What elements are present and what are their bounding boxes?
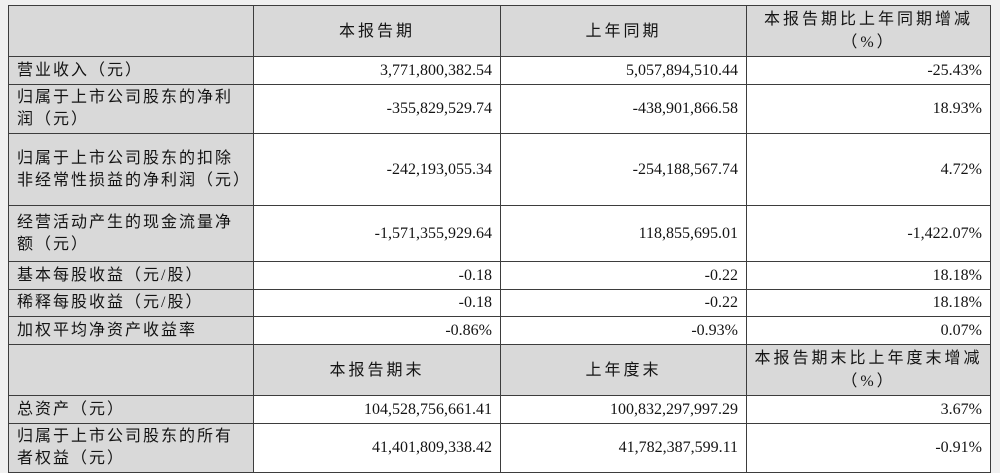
- table-row-net-profit-excl-nonrecurring: 归属于上市公司股东的扣除非经常性损益的净利润（元） -242,193,055.3…: [8, 133, 991, 206]
- financial-summary-table: 本报告期 上年同期 本报告期比上年同期增减 （%） 营业收入（元） 3,771,…: [8, 5, 991, 473]
- change-percent-value: 4.72%: [746, 133, 991, 206]
- corner-cell-blank: [8, 5, 254, 57]
- current-period-value: -1,571,355,929.64: [253, 205, 501, 262]
- table-row-basic-eps: 基本每股收益（元/股） -0.18 -0.22 18.18%: [8, 261, 991, 290]
- row-label: 归属于上市公司股东的扣除非经常性损益的净利润（元）: [8, 133, 254, 206]
- col-header-period-change-line1: 本报告期比上年同期增减: [763, 11, 973, 28]
- end-of-prior-year-value: 100,832,297,997.29: [500, 395, 747, 424]
- end-of-prior-year-value: 41,782,387,599.11: [500, 423, 747, 473]
- row-label: 稀释每股收益（元/股）: [8, 289, 254, 317]
- change-percent-value: 18.93%: [746, 84, 991, 134]
- col-header-period-change: 本报告期比上年同期增减 （%）: [746, 5, 991, 57]
- current-period-value: 3,771,800,382.54: [253, 56, 501, 85]
- change-percent-value: 3.67%: [746, 395, 991, 424]
- row-label: 营业收入（元）: [8, 56, 254, 85]
- prior-period-value: -0.93%: [500, 316, 747, 345]
- end-of-period-value: 104,528,756,661.41: [253, 395, 501, 424]
- end-of-period-value: 41,401,809,338.42: [253, 423, 501, 473]
- row-label: 归属于上市公司股东的所有者权益（元）: [8, 423, 254, 473]
- change-percent-value: 18.18%: [746, 289, 991, 317]
- corner-cell-blank: [8, 344, 254, 396]
- col-header-end-change: 本报告期末比上年度末增减 （%）: [746, 344, 991, 396]
- table-row-weighted-avg-roe: 加权平均净资产收益率 -0.86% -0.93% 0.07%: [8, 316, 991, 345]
- col-header-end-of-prior-year: 上年度末: [500, 344, 747, 396]
- col-header-current-period: 本报告期: [253, 5, 501, 57]
- row-label: 归属于上市公司股东的净利润（元）: [8, 84, 254, 134]
- table-row-net-profit: 归属于上市公司股东的净利润（元） -355,829,529.74 -438,90…: [8, 84, 991, 134]
- section1-header-row: 本报告期 上年同期 本报告期比上年同期增减 （%）: [8, 5, 991, 57]
- prior-period-value: 118,855,695.01: [500, 205, 747, 262]
- col-header-period-change-line2: （%）: [841, 34, 896, 51]
- row-label: 加权平均净资产收益率: [8, 316, 254, 345]
- row-label: 基本每股收益（元/股）: [8, 261, 254, 290]
- col-header-prior-period: 上年同期: [500, 5, 747, 57]
- change-percent-value: -0.91%: [746, 423, 991, 473]
- prior-period-value: 5,057,894,510.44: [500, 56, 747, 85]
- prior-period-value: -254,188,567.74: [500, 133, 747, 206]
- current-period-value: -0.18: [253, 289, 501, 317]
- row-label: 经营活动产生的现金流量净额（元）: [8, 205, 254, 262]
- change-percent-value: 18.18%: [746, 261, 991, 290]
- section2-header-row: 本报告期末 上年度末 本报告期末比上年度末增减 （%）: [8, 344, 991, 396]
- current-period-value: -355,829,529.74: [253, 84, 501, 134]
- prior-period-value: -0.22: [500, 261, 747, 290]
- change-percent-value: -25.43%: [746, 56, 991, 85]
- col-header-end-change-line1: 本报告期末比上年度末增减: [754, 350, 983, 367]
- prior-period-value: -438,901,866.58: [500, 84, 747, 134]
- current-period-value: -242,193,055.34: [253, 133, 501, 206]
- change-percent-value: -1,422.07%: [746, 205, 991, 262]
- table-row-total-assets: 总资产（元） 104,528,756,661.41 100,832,297,99…: [8, 395, 991, 424]
- row-label: 总资产（元）: [8, 395, 254, 424]
- col-header-end-of-period: 本报告期末: [253, 344, 501, 396]
- change-percent-value: 0.07%: [746, 316, 991, 345]
- col-header-end-change-line2: （%）: [841, 373, 896, 390]
- table-row-diluted-eps: 稀释每股收益（元/股） -0.18 -0.22 18.18%: [8, 289, 991, 317]
- current-period-value: -0.86%: [253, 316, 501, 345]
- table-row-owners-equity: 归属于上市公司股东的所有者权益（元） 41,401,809,338.42 41,…: [8, 423, 991, 473]
- table-row-operating-revenue: 营业收入（元） 3,771,800,382.54 5,057,894,510.4…: [8, 56, 991, 85]
- table-row-operating-cash-flow: 经营活动产生的现金流量净额（元） -1,571,355,929.64 118,8…: [8, 205, 991, 262]
- prior-period-value: -0.22: [500, 289, 747, 317]
- current-period-value: -0.18: [253, 261, 501, 290]
